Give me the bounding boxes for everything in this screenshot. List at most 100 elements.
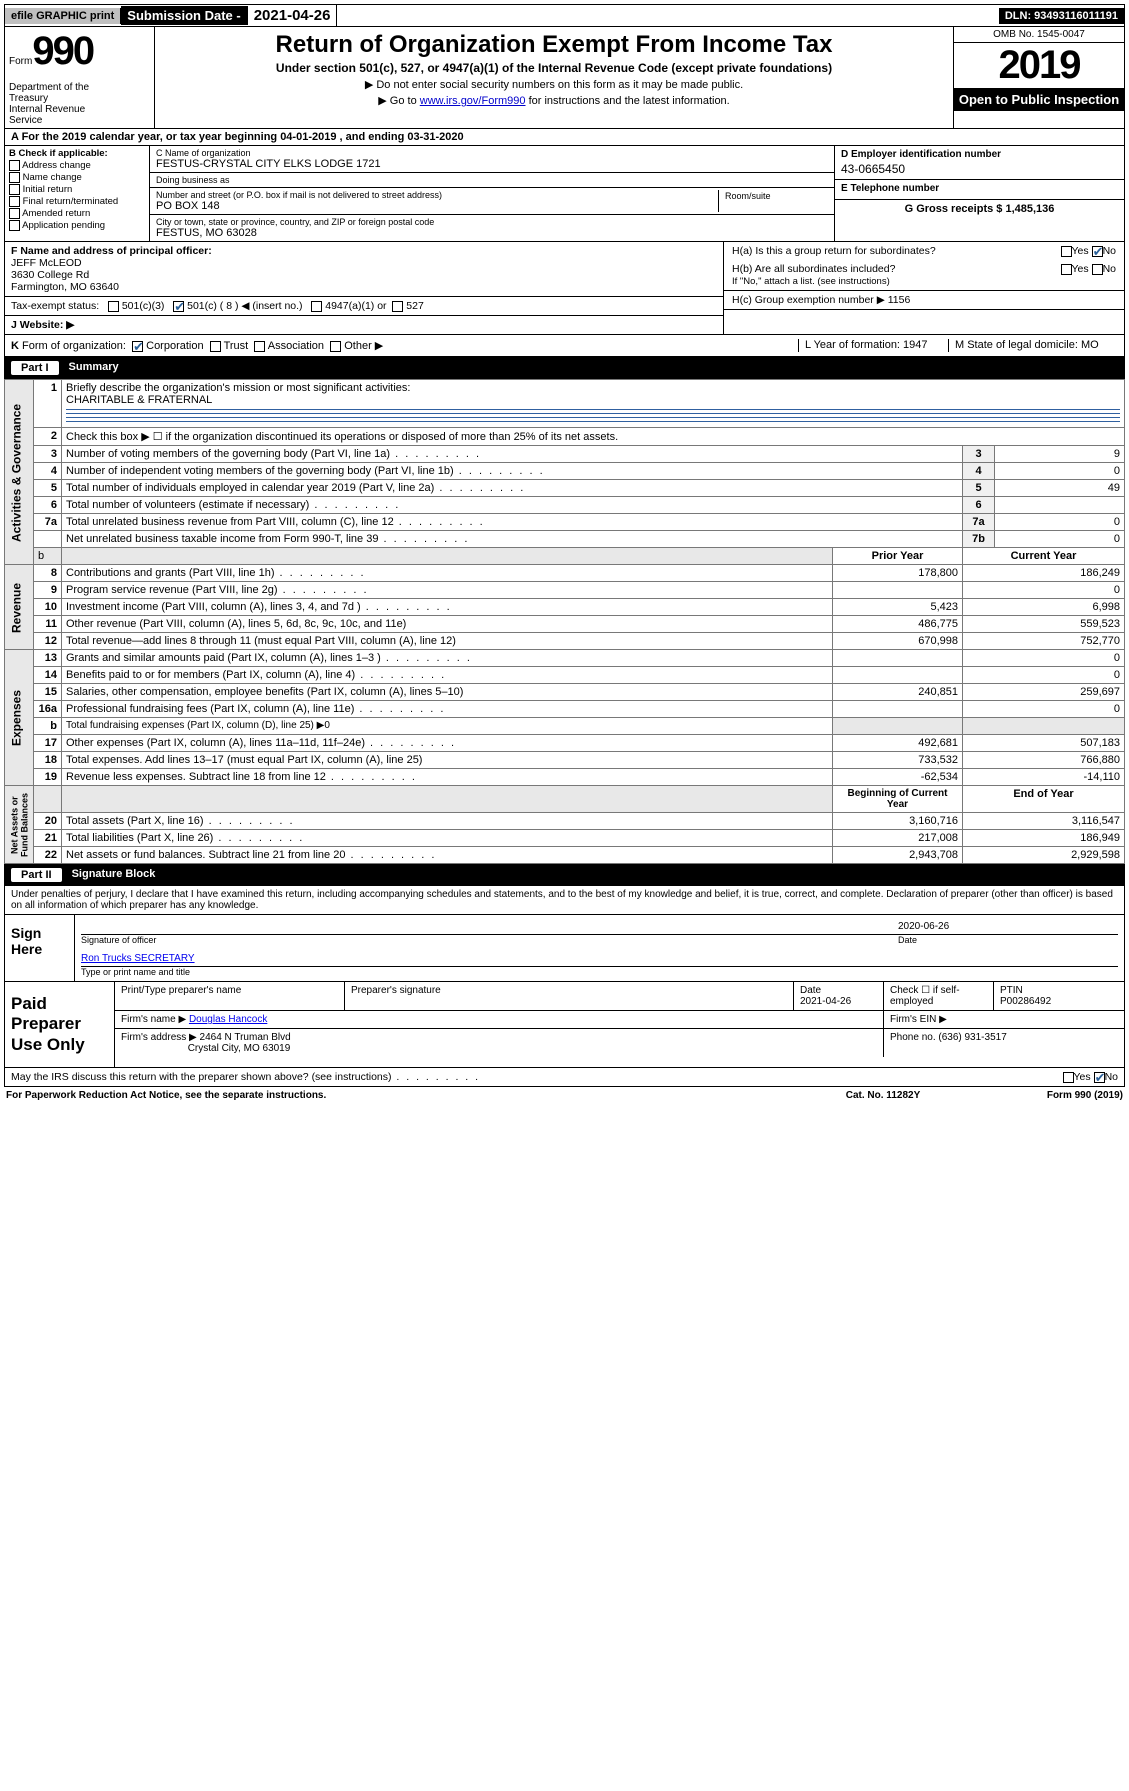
chk-address-change[interactable]: Address change: [9, 160, 145, 171]
sign-here-label: Sign Here: [5, 915, 75, 981]
year-cell: OMB No. 1545-0047 2019 Open to Public In…: [954, 27, 1124, 128]
line-20-desc: Total assets (Part X, line 16): [62, 813, 833, 830]
line-7a-desc: Total unrelated business revenue from Pa…: [62, 514, 963, 531]
line-22-no: 22: [34, 847, 62, 864]
line1-value: CHARITABLE & FRATERNAL: [66, 394, 212, 406]
cur-21: 186,949: [963, 830, 1125, 847]
row-i-tax-status: Tax-exempt status: 501(c)(3) 501(c) ( 8 …: [5, 297, 723, 316]
val-7a: 0: [995, 514, 1125, 531]
line-11-no: 11: [34, 616, 62, 633]
line-1-no: 1: [34, 380, 62, 428]
sig-officer-line[interactable]: 2020-06-26: [81, 919, 1118, 935]
firm-name-link[interactable]: Douglas Hancock: [189, 1014, 267, 1025]
cur-12: 752,770: [963, 633, 1125, 650]
line-11-desc: Other revenue (Part VIII, column (A), li…: [62, 616, 833, 633]
val-6: [995, 497, 1125, 514]
line-13-desc: Grants and similar amounts paid (Part IX…: [62, 650, 833, 667]
end-year-hdr: End of Year: [963, 786, 1125, 813]
line-4-desc: Number of independent voting members of …: [62, 463, 963, 480]
line-15-no: 15: [34, 684, 62, 701]
val-5: 49: [995, 480, 1125, 497]
chk-501c[interactable]: [173, 301, 184, 312]
cur-11: 559,523: [963, 616, 1125, 633]
line-22-desc: Net assets or fund balances. Subtract li…: [62, 847, 833, 864]
net-spacer: [34, 786, 62, 813]
tax-status-label: Tax-exempt status:: [11, 300, 99, 312]
chk-label-1: Name change: [23, 172, 82, 183]
efile-button[interactable]: efile GRAPHIC print: [5, 8, 121, 24]
chk-final-return[interactable]: Final return/terminated: [9, 196, 145, 207]
ha-no: No: [1103, 245, 1116, 257]
col-fjk: F Name and address of principal officer:…: [5, 242, 724, 334]
m-state-domicile: M State of legal domicile: MO: [948, 339, 1118, 352]
klm-row: K Form of organization: Corporation Trus…: [4, 335, 1125, 357]
line-19-no: 19: [34, 769, 62, 786]
title-cell: Return of Organization Exempt From Incom…: [155, 27, 954, 128]
paid-preparer-label: Paid Preparer Use Only: [5, 982, 115, 1067]
opt-501c3: 501(c)(3): [122, 300, 165, 312]
prior-18: 733,532: [833, 752, 963, 769]
chk-amended-return[interactable]: Amended return: [9, 208, 145, 219]
firm-ein-label: Firm's EIN ▶: [884, 1011, 1124, 1028]
prep-ptin-cell: PTINP00286492: [994, 982, 1124, 1010]
chk-name-change[interactable]: Name change: [9, 172, 145, 183]
chk-initial-return[interactable]: Initial return: [9, 184, 145, 195]
part1-header: Part I Summary: [4, 357, 1125, 379]
col-b-label: B Check if applicable:: [9, 148, 145, 159]
line-21-no: 21: [34, 830, 62, 847]
submission-date-label: Submission Date -: [121, 6, 247, 25]
hc-label: H(c) Group exemption number ▶ 1156: [732, 294, 910, 306]
ein-value: 43-0665450: [841, 162, 1118, 176]
chk-discuss-no[interactable]: [1094, 1072, 1105, 1083]
cur-10: 6,998: [963, 599, 1125, 616]
line-18-no: 18: [34, 752, 62, 769]
ein-label: D Employer identification number: [841, 149, 1118, 160]
hb-note: If "No," attach a list. (see instruction…: [732, 276, 890, 287]
paperwork-notice: For Paperwork Reduction Act Notice, see …: [6, 1090, 793, 1101]
sig-name-line: Ron Trucks SECRETARY: [81, 951, 1118, 967]
val-7b: 0: [995, 531, 1125, 548]
sig-declaration: Under penalties of perjury, I declare th…: [5, 886, 1124, 915]
firm-addr-label: Firm's address ▶: [121, 1032, 197, 1043]
h-b-row: H(b) Are all subordinates included? Yes …: [724, 260, 1124, 290]
signature-block: Under penalties of perjury, I declare th…: [4, 886, 1125, 982]
firm-addr-val: 2464 N Truman Blvd: [200, 1032, 291, 1043]
val-4: 0: [995, 463, 1125, 480]
city-value: FESTUS, MO 63028: [156, 227, 828, 239]
org-name-value: FESTUS-CRYSTAL CITY ELKS LODGE 1721: [156, 158, 828, 170]
line-18-desc: Total expenses. Add lines 13–17 (must eq…: [62, 752, 833, 769]
tax-year: 2019: [954, 43, 1124, 88]
instr2-post: for instructions and the latest informat…: [526, 95, 730, 107]
bottom-line: For Paperwork Reduction Act Notice, see …: [4, 1087, 1125, 1104]
line-21-desc: Total liabilities (Part X, line 26): [62, 830, 833, 847]
phone-label: E Telephone number: [841, 183, 1118, 194]
cur-15: 259,697: [963, 684, 1125, 701]
part1-title: Summary: [69, 361, 119, 375]
chk-label-3: Final return/terminated: [23, 196, 119, 207]
line-7a-no: 7a: [34, 514, 62, 531]
cur-17: 507,183: [963, 735, 1125, 752]
ha-yes: Yes: [1072, 245, 1089, 257]
officer-signed-name[interactable]: Ron Trucks SECRETARY: [81, 953, 195, 964]
line-15-desc: Salaries, other compensation, employee b…: [62, 684, 833, 701]
line-6-desc: Total number of volunteers (estimate if …: [62, 497, 963, 514]
prior-16b: [833, 718, 963, 735]
sig-officer-label: Signature of officer: [81, 935, 898, 945]
col-de: D Employer identification number 43-0665…: [834, 146, 1124, 241]
cell-7a: 7a: [963, 514, 995, 531]
block-identity: B Check if applicable: Address change Na…: [4, 146, 1125, 242]
part2-title: Signature Block: [72, 868, 156, 882]
chk-application-pending[interactable]: Application pending: [9, 220, 145, 231]
cell-7b: 7b: [963, 531, 995, 548]
submission-date-value: 2021-04-26: [248, 5, 338, 26]
chk-corporation[interactable]: [132, 341, 143, 352]
prior-21: 217,008: [833, 830, 963, 847]
form990-link[interactable]: www.irs.gov/Form990: [420, 95, 526, 107]
line-10-desc: Investment income (Part VIII, column (A)…: [62, 599, 833, 616]
chk-ha-no[interactable]: [1092, 246, 1103, 257]
prior-17: 492,681: [833, 735, 963, 752]
prep-date-cell: Date2021-04-26: [794, 982, 884, 1010]
cur-14: 0: [963, 667, 1125, 684]
prior-19: -62,534: [833, 769, 963, 786]
prior-22: 2,943,708: [833, 847, 963, 864]
